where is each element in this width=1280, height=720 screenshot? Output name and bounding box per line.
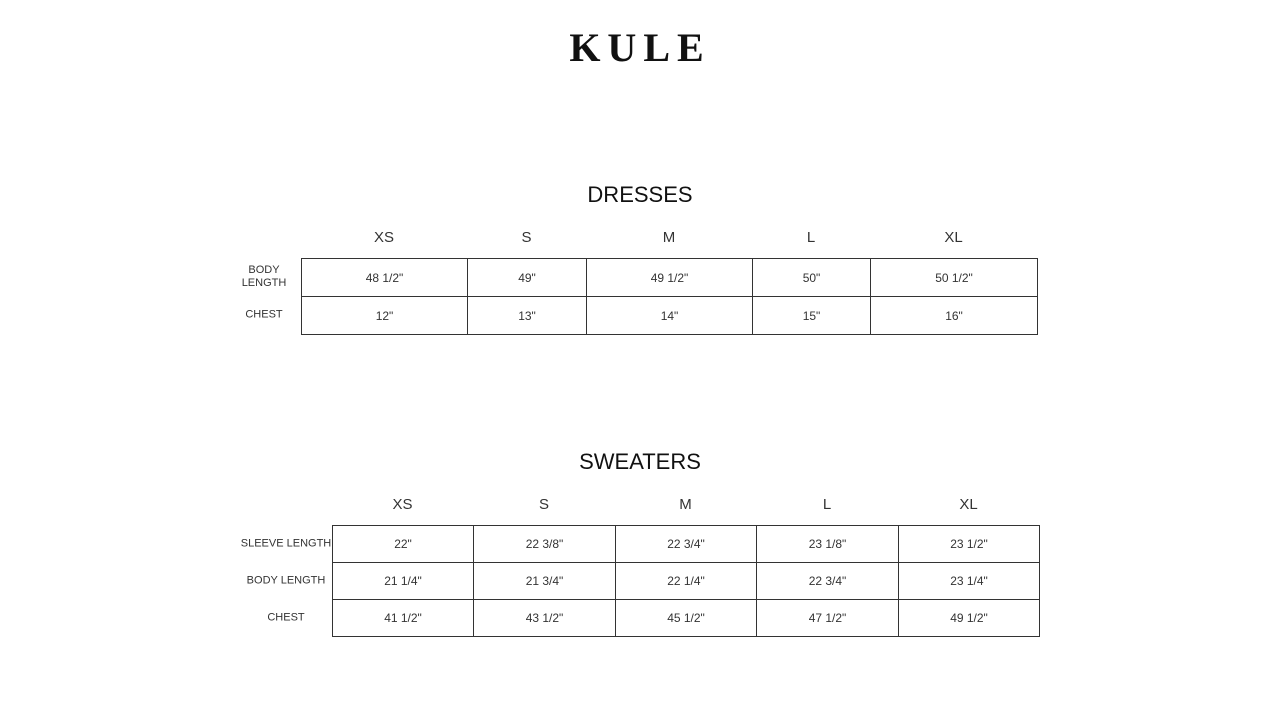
measurement-cell: 47 1/2" <box>756 599 899 637</box>
size-header-xl: XL <box>944 229 963 246</box>
table-row: 21 1/4" 21 3/4" 22 1/4" 22 3/4" 23 1/4" <box>332 562 1040 600</box>
row-label: SLEEVE LENGTH <box>240 537 332 549</box>
table-row: 41 1/2" 43 1/2" 45 1/2" 47 1/2" 49 1/2" <box>332 599 1040 637</box>
measurement-cell: 50" <box>752 258 871 297</box>
row-label: CHEST <box>245 308 283 321</box>
dresses-table: 48 1/2" 49" 49 1/2" 50" 50 1/2" 12" 13" 14" 15" 1… <box>301 258 1038 335</box>
table-row: 22" 22 3/8" 22 3/4" 23 1/8" 23 1/2" <box>332 525 1040 563</box>
measurement-cell: 45 1/2" <box>615 599 757 637</box>
measurement-cell: 12" <box>301 296 468 335</box>
measurement-cell: 15" <box>752 296 871 335</box>
measurement-cell: 22 3/4" <box>756 562 899 600</box>
measurement-cell: 43 1/2" <box>473 599 616 637</box>
measurement-cell: 22 3/8" <box>473 525 616 563</box>
table-row: 48 1/2" 49" 49 1/2" 50" 50 1/2" <box>301 258 1038 297</box>
size-header-m: M <box>679 496 692 513</box>
measurement-cell: 22 3/4" <box>615 525 757 563</box>
measurement-cell: 21 3/4" <box>473 562 616 600</box>
size-header-l: L <box>806 229 816 246</box>
measurement-cell: 23 1/2" <box>898 525 1040 563</box>
measurement-cell: 50 1/2" <box>870 258 1038 297</box>
measurement-cell: 23 1/4" <box>898 562 1040 600</box>
size-header-s: S <box>521 229 532 246</box>
size-header-xs: XS <box>373 229 395 246</box>
measurement-cell: 49" <box>467 258 587 297</box>
table-row: 12" 13" 14" 15" 16" <box>301 296 1038 335</box>
measurement-cell: 16" <box>870 296 1038 335</box>
measurement-cell: 41 1/2" <box>332 599 474 637</box>
measurement-cell: 14" <box>586 296 753 335</box>
brand-logo[interactable]: KULE <box>569 25 711 70</box>
measurement-cell: 48 1/2" <box>301 258 468 297</box>
measurement-cell: 21 1/4" <box>332 562 474 600</box>
sweaters-table: 22" 22 3/8" 22 3/4" 23 1/8" 23 1/2" 21 1/4" 21… <box>332 525 1040 637</box>
row-label: BODY LENGTH <box>241 264 287 289</box>
measurement-cell: 22 1/4" <box>615 562 757 600</box>
measurement-cell: 13" <box>467 296 587 335</box>
measurement-cell: 49 1/2" <box>898 599 1040 637</box>
size-header-s: S <box>538 496 550 513</box>
sweaters-title: SWEATERS <box>579 449 701 474</box>
row-label: BODY LENGTH <box>246 574 326 586</box>
dresses-title: DRESSES <box>587 182 693 207</box>
measurement-cell: 23 1/8" <box>756 525 899 563</box>
size-header-l: L <box>822 496 832 513</box>
size-header-m: M <box>662 229 676 246</box>
measurement-cell: 49 1/2" <box>586 258 753 297</box>
size-header-xs: XS <box>392 496 413 513</box>
size-header-xl: XL <box>959 496 978 513</box>
measurement-cell: 22" <box>332 525 474 563</box>
row-label: CHEST <box>267 611 305 623</box>
